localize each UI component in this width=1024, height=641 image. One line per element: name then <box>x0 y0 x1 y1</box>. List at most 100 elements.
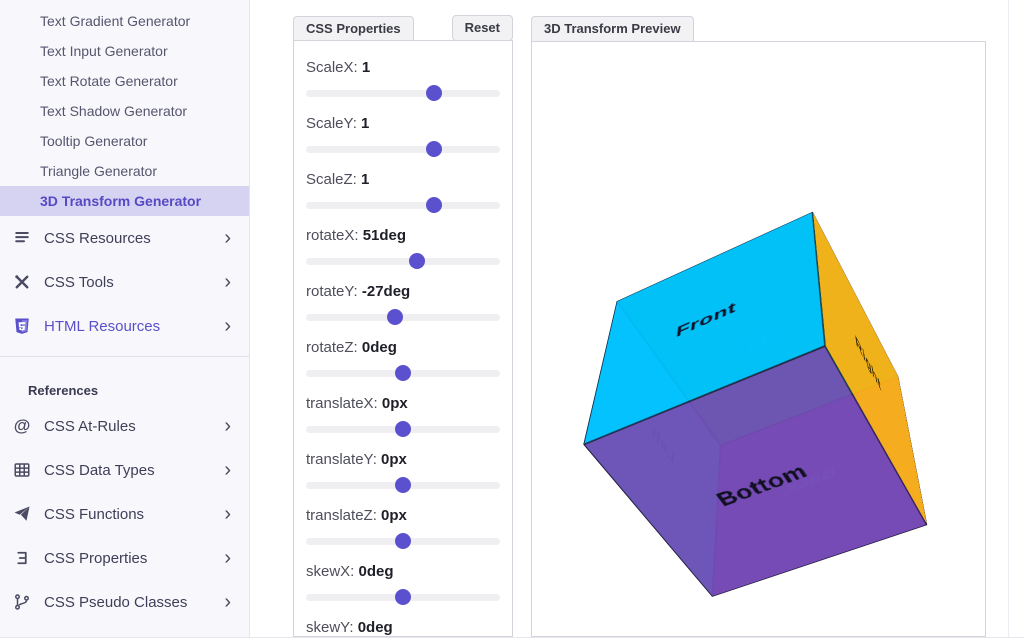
preview-tab: 3D Transform Preview <box>531 16 694 42</box>
scalex-slider-track[interactable] <box>306 89 500 97</box>
reset-button[interactable]: Reset <box>451 15 513 41</box>
rotatez-slider-thumb[interactable] <box>395 365 411 381</box>
item-label: CSS Resources <box>44 229 151 247</box>
translatex-slider-thumb[interactable] <box>395 421 411 437</box>
scalez-slider-thumb[interactable] <box>426 197 443 213</box>
sidebar-item-css-resources[interactable]: CSS Resources › <box>0 216 249 260</box>
chevron-right-icon: › <box>224 415 231 437</box>
sidebar-item-css-tools[interactable]: CSS Tools › <box>0 260 249 304</box>
html5-icon <box>12 316 32 336</box>
scaley-slider-track[interactable] <box>306 145 500 153</box>
at-icon: @ <box>13 416 31 435</box>
rotatey-value: -27deg <box>361 283 411 300</box>
cube-face-label-front: Front <box>675 299 736 342</box>
skewy-value: 0deg <box>357 619 393 636</box>
references-title: References <box>28 383 99 398</box>
translatez-value: 0px <box>381 507 407 524</box>
translatey-value: 0px <box>381 451 407 468</box>
rotatey-row: rotateY: -27deg <box>306 283 500 325</box>
sliders-container: ScaleX: 1 ScaleY: 1 ScaleZ: 1 rotateX: 51de… <box>294 41 512 636</box>
scalex-row: ScaleX: 1 <box>306 59 500 101</box>
page-bottom-border <box>0 637 1024 638</box>
translatey-label: translateY: 0px <box>306 451 407 468</box>
chevron-right-icon: › <box>224 503 231 525</box>
list-icon <box>12 228 32 248</box>
scalex-slider[interactable] <box>306 85 500 101</box>
skewx-value: 0deg <box>358 563 394 580</box>
scalex-label: ScaleX: 1 <box>306 59 371 76</box>
sidebar-item-html-resources[interactable]: HTML Resources › <box>0 304 249 348</box>
sidebar-item-triangle-generator[interactable]: Triangle Generator <box>40 163 157 179</box>
rotatex-label: rotateX: 51deg <box>306 227 407 244</box>
translatey-slider[interactable] <box>306 477 500 493</box>
cube-scene: FrontBackRightLeftTopBottom <box>532 171 985 636</box>
translatey-row: translateY: 0px <box>306 451 500 493</box>
scaley-slider[interactable] <box>306 141 500 157</box>
rotatey-slider-thumb[interactable] <box>387 309 404 325</box>
skewx-slider[interactable] <box>306 589 500 605</box>
sidebar-item-text-rotate-generator[interactable]: Text Rotate Generator <box>40 73 178 89</box>
scalez-row: ScaleZ: 1 <box>306 171 500 213</box>
chevron-right-icon: › <box>224 547 231 569</box>
translatey-slider-thumb[interactable] <box>395 477 411 493</box>
scaley-row: ScaleY: 1 <box>306 115 500 157</box>
item-label: HTML Resources <box>44 317 161 335</box>
reference-item-css-at-rules[interactable]: @ CSS At-Rules › <box>0 404 249 448</box>
item-label: CSS Properties <box>44 549 148 567</box>
scalex-value: 1 <box>361 59 371 76</box>
sidebar-item-text-input-generator[interactable]: Text Input Generator <box>40 43 168 59</box>
rotatey-slider[interactable] <box>306 309 500 325</box>
sidebar-item-text-shadow-generator[interactable]: Text Shadow Generator <box>40 103 188 119</box>
rotatex-slider-thumb[interactable] <box>408 253 425 269</box>
preview-panel: FrontBackRightLeftTopBottom <box>531 41 986 637</box>
scalez-slider-track[interactable] <box>306 201 500 209</box>
rotatey-label: rotateY: -27deg <box>306 283 411 300</box>
sidebar-item-3d-transform-generator[interactable]: 3D Transform Generator <box>0 186 249 216</box>
rotatez-row: rotateZ: 0deg <box>306 339 500 381</box>
branch-icon <box>12 592 32 612</box>
item-label: CSS Pseudo Classes <box>44 593 188 611</box>
tools-icon <box>12 272 32 292</box>
rotatex-row: rotateX: 51deg <box>306 227 500 269</box>
scalex-slider-thumb[interactable] <box>426 85 443 101</box>
skewy-label: skewY: 0deg <box>306 619 393 636</box>
skewx-slider-thumb[interactable] <box>395 589 411 605</box>
chevron-right-icon: › <box>224 227 231 249</box>
css-icon <box>12 548 32 568</box>
translatex-value: 0px <box>381 395 408 412</box>
cube-face-label-bottom: Bottom <box>712 459 812 511</box>
chevron-right-icon: › <box>224 271 231 293</box>
translatex-slider[interactable] <box>306 421 500 437</box>
translatez-slider[interactable] <box>306 533 500 549</box>
sidebar-divider <box>0 356 249 357</box>
sidebar-item-tooltip-generator[interactable]: Tooltip Generator <box>40 133 148 149</box>
rotatez-value: 0deg <box>361 339 397 356</box>
generator-nav-list: Text Gradient Generator Text Input Genera… <box>0 0 249 216</box>
chevron-right-icon: › <box>224 459 231 481</box>
references-list: @ CSS At-Rules › CSS Data Types › CSS Functio… <box>0 404 249 624</box>
skewx-label: skewX: 0deg <box>306 563 394 580</box>
translatez-slider-thumb[interactable] <box>395 533 411 549</box>
scaley-label: ScaleY: 1 <box>306 115 370 132</box>
rotatex-value: 51deg <box>362 227 407 244</box>
rotatex-slider-track[interactable] <box>306 257 500 265</box>
chevron-right-icon: › <box>224 315 231 337</box>
scaley-slider-thumb[interactable] <box>426 141 443 157</box>
css-properties-panel: ScaleX: 1 ScaleY: 1 ScaleZ: 1 rotateX: 51de… <box>293 40 513 637</box>
translatez-label: translateZ: 0px <box>306 507 407 524</box>
reference-item-css-data-types[interactable]: CSS Data Types › <box>0 448 249 492</box>
table-icon <box>12 460 32 480</box>
item-label: CSS At-Rules <box>44 417 136 435</box>
rotatex-slider[interactable] <box>306 253 500 269</box>
reference-item-css-functions[interactable]: CSS Functions › <box>0 492 249 536</box>
skewx-row: skewX: 0deg <box>306 563 500 605</box>
sidebar-item-text-gradient-generator[interactable]: Text Gradient Generator <box>40 13 191 29</box>
reference-item-css-pseudo-classes[interactable]: CSS Pseudo Classes › <box>0 580 249 624</box>
cube: FrontBackRightLeftTopBottom <box>583 211 928 597</box>
scalez-slider[interactable] <box>306 197 500 213</box>
rotatez-slider[interactable] <box>306 365 500 381</box>
skewy-row: skewY: 0deg <box>306 619 500 636</box>
content-right-border <box>1008 0 1009 637</box>
reference-item-css-properties[interactable]: CSS Properties › <box>0 536 249 580</box>
